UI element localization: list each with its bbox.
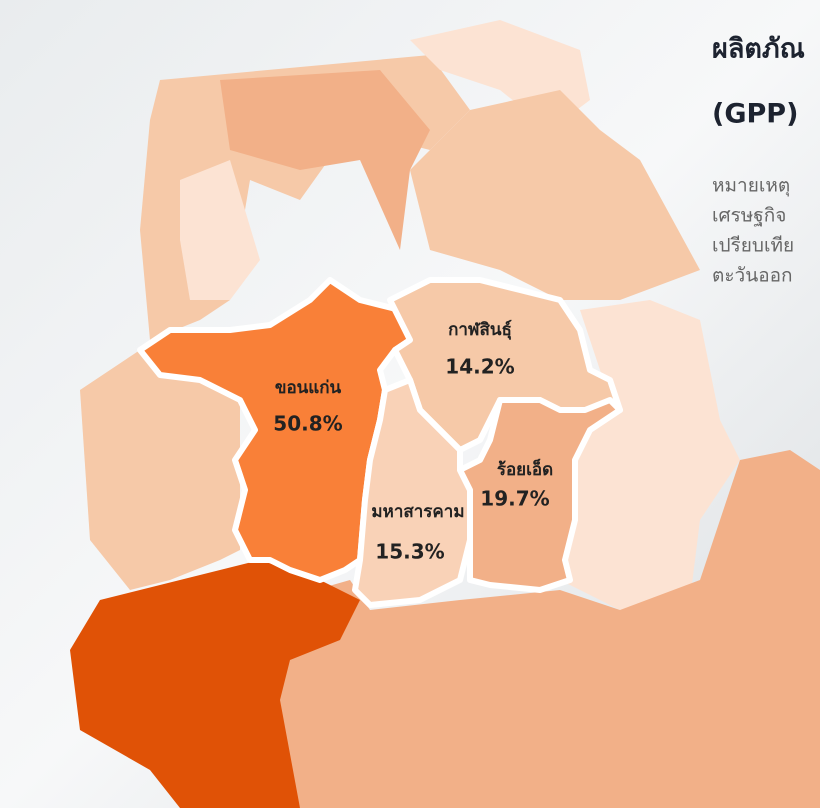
region-share: 14.2%	[445, 355, 514, 379]
title: ผลิตภัณ	[712, 34, 805, 65]
region-share: 50.8%	[273, 412, 342, 436]
region-maha-sarakham	[352, 377, 473, 608]
region-top	[220, 70, 430, 250]
note-line: เปรียบเทีย	[712, 235, 794, 257]
region-name: ร้อยเอ็ด	[497, 457, 553, 480]
region-n	[410, 90, 700, 300]
subtitle: (GPP)	[712, 99, 798, 130]
region-small	[180, 160, 260, 300]
region-name: มหาสารคาม	[371, 502, 464, 522]
region-name: กาฬสินธุ์	[448, 319, 512, 340]
note-line: เศรษฐกิจ	[712, 205, 786, 227]
region-w	[80, 350, 240, 590]
note-line: ตะวันออก	[712, 265, 793, 287]
region-s	[270, 450, 820, 808]
region-share: 15.3%	[375, 540, 444, 564]
region-roi-et	[457, 397, 623, 593]
region-sw	[70, 560, 360, 808]
map	[70, 20, 820, 808]
region-share: 19.7%	[480, 487, 549, 511]
region-name: ขอนแก่น	[275, 378, 342, 398]
note-line: หมายเหตุ	[712, 175, 790, 198]
